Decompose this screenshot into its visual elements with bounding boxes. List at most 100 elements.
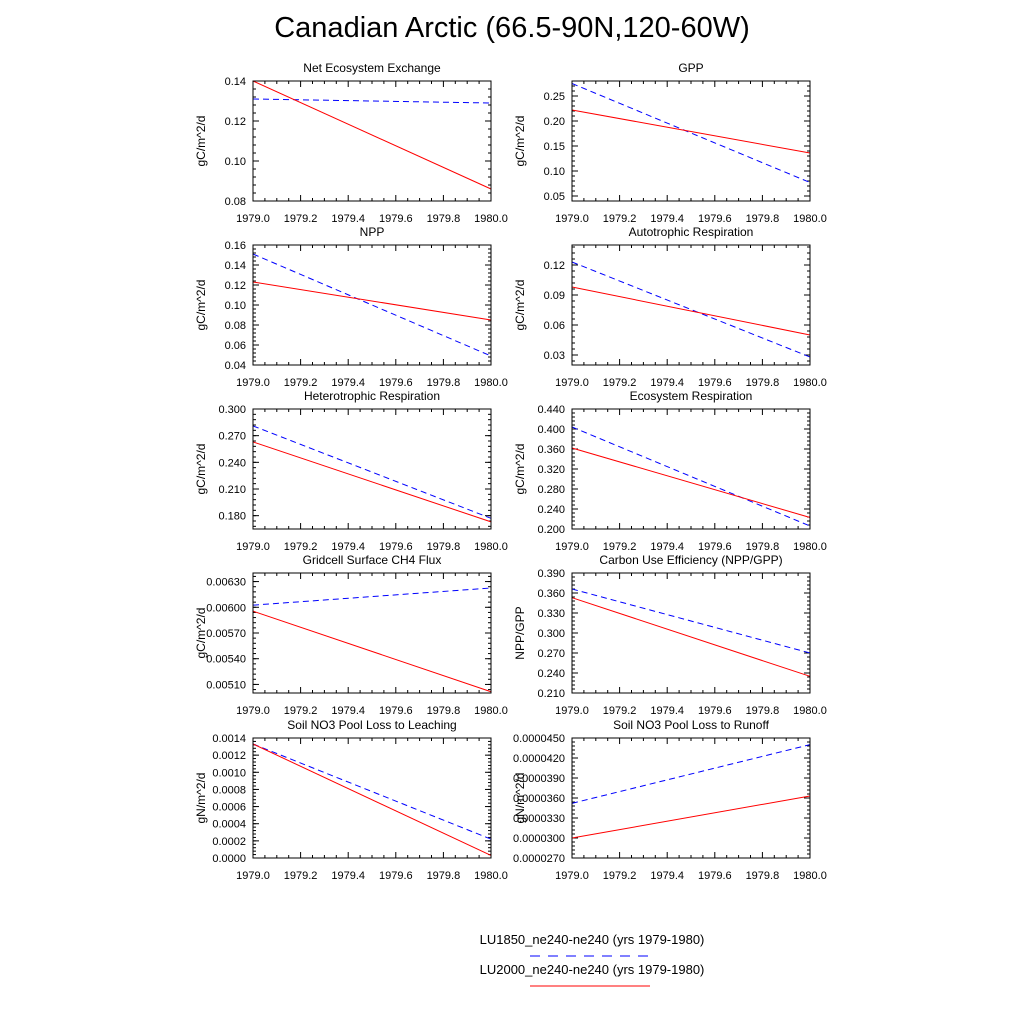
y-tick-label: 0.12 (225, 116, 246, 128)
x-tick-label: 1979.0 (236, 213, 270, 225)
x-tick-label: 1979.4 (331, 870, 365, 882)
panel-title: NPP (360, 225, 385, 239)
series-line-lu1850 (252, 253, 492, 357)
y-tick-label: 0.320 (537, 464, 565, 476)
x-tick-label: 1979.2 (603, 377, 637, 389)
x-tick-label: 1979.0 (555, 870, 589, 882)
series-line-lu2000 (571, 795, 811, 839)
x-tick-label: 1979.0 (236, 705, 270, 717)
x-tick-label: 1979.8 (427, 213, 461, 225)
x-tick-label: 1979.2 (284, 213, 318, 225)
y-tick-label: 0.20 (544, 116, 565, 128)
y-tick-label: 0.300 (537, 628, 565, 640)
x-tick-label: 1979.8 (427, 870, 461, 882)
plot-frame (571, 80, 811, 202)
y-axis-label: gC/m^2/d (513, 116, 527, 167)
series-line-lu2000 (571, 109, 811, 154)
x-tick-label: 1979.6 (698, 377, 732, 389)
y-tick-label: 0.270 (218, 431, 246, 443)
x-tick-label: 1980.0 (793, 213, 827, 225)
x-tick-label: 1979.8 (746, 541, 780, 553)
x-tick-label: 1979.4 (650, 870, 684, 882)
y-tick-label: 0.330 (537, 608, 565, 620)
y-tick-label: 0.00630 (206, 577, 246, 589)
x-tick-label: 1979.4 (331, 705, 365, 717)
panel-title: Gridcell Surface CH4 Flux (303, 553, 442, 567)
x-tick-label: 1979.2 (603, 213, 637, 225)
y-tick-label: 0.240 (218, 457, 246, 469)
series-line-lu2000 (252, 610, 492, 693)
series-line-lu1850 (252, 587, 492, 606)
x-tick-label: 1979.4 (650, 377, 684, 389)
y-tick-label: 0.12 (544, 260, 565, 272)
x-tick-label: 1979.6 (698, 213, 732, 225)
series-line-lu1850 (252, 98, 492, 104)
series-line-lu2000 (571, 286, 811, 336)
series-line-lu1850 (571, 261, 811, 358)
y-axis-label: gC/m^2/d (194, 444, 208, 495)
x-tick-label: 1979.8 (746, 213, 780, 225)
y-axis-label: gC/m^2/d (194, 280, 208, 331)
x-tick-label: 1980.0 (793, 705, 827, 717)
plot-frame (252, 244, 492, 366)
x-tick-label: 1979.0 (236, 377, 270, 389)
legend-entry-label: LU2000_ne240-ne240 (yrs 1979-1980) (480, 962, 705, 977)
x-tick-label: 1980.0 (474, 213, 508, 225)
y-tick-label: 0.0010 (212, 767, 246, 779)
y-axis-label: gC/m^2/d (513, 444, 527, 495)
y-tick-label: 0.390 (537, 568, 565, 580)
y-tick-label: 0.10 (225, 300, 246, 312)
panel-title: Autotrophic Respiration (629, 225, 754, 239)
plot-frame (252, 408, 492, 530)
x-tick-label: 1979.2 (603, 870, 637, 882)
y-tick-label: 0.440 (537, 404, 565, 416)
y-tick-label: 0.280 (537, 484, 565, 496)
y-tick-label: 0.200 (537, 524, 565, 536)
x-tick-label: 1979.0 (236, 541, 270, 553)
y-tick-label: 0.240 (537, 668, 565, 680)
series-line-lu1850 (571, 588, 811, 654)
x-tick-label: 1979.0 (555, 541, 589, 553)
y-tick-label: 0.0000300 (513, 833, 565, 845)
y-tick-label: 0.0002 (212, 836, 246, 848)
panel-title: Ecosystem Respiration (630, 389, 753, 403)
x-tick-label: 1979.2 (284, 705, 318, 717)
plot-frame (571, 244, 811, 366)
x-tick-label: 1980.0 (793, 377, 827, 389)
x-tick-label: 1979.8 (746, 705, 780, 717)
x-tick-label: 1979.8 (746, 377, 780, 389)
y-tick-label: 0.10 (544, 166, 565, 178)
plot-frame (571, 737, 811, 859)
y-tick-label: 0.0000450 (513, 733, 565, 745)
x-tick-label: 1979.6 (379, 870, 413, 882)
x-tick-label: 1979.4 (650, 541, 684, 553)
y-tick-label: 0.06 (225, 340, 246, 352)
x-tick-label: 1979.2 (284, 541, 318, 553)
series-line-lu2000 (252, 743, 492, 856)
legend: LU1850_ne240-ne240 (yrs 1979-1980) LU2000… (480, 932, 705, 987)
y-tick-label: 0.05 (544, 191, 565, 203)
chart-panel-1: Net Ecosystem Exchange gC/m^2/d 1979.0 1979… (194, 61, 508, 225)
legend-entry-label: LU1850_ne240-ne240 (yrs 1979-1980) (480, 932, 705, 947)
y-tick-label: 0.210 (218, 484, 246, 496)
y-tick-label: 0.0000270 (513, 853, 565, 865)
series-line-lu2000 (571, 597, 811, 677)
series-line-lu2000 (252, 441, 492, 523)
x-tick-label: 1979.2 (284, 870, 318, 882)
plot-frame (571, 408, 811, 530)
y-tick-label: 0.0012 (212, 750, 246, 762)
y-tick-label: 0.10 (225, 156, 246, 168)
y-tick-label: 0.08 (225, 320, 246, 332)
x-tick-label: 1979.2 (284, 377, 318, 389)
x-tick-label: 1979.4 (331, 541, 365, 553)
x-tick-label: 1979.4 (331, 377, 365, 389)
y-tick-label: 0.0004 (212, 819, 246, 831)
plot-frame (252, 737, 492, 859)
series-line-lu2000 (571, 447, 811, 518)
x-tick-label: 1979.4 (650, 705, 684, 717)
x-tick-label: 1980.0 (474, 541, 508, 553)
x-tick-label: 1979.6 (698, 870, 732, 882)
chart-panel-3: NPP gC/m^2/d 1979.0 1979.2 1979.4 1979.6 1979.… (194, 225, 508, 389)
x-tick-label: 1979.6 (379, 213, 413, 225)
